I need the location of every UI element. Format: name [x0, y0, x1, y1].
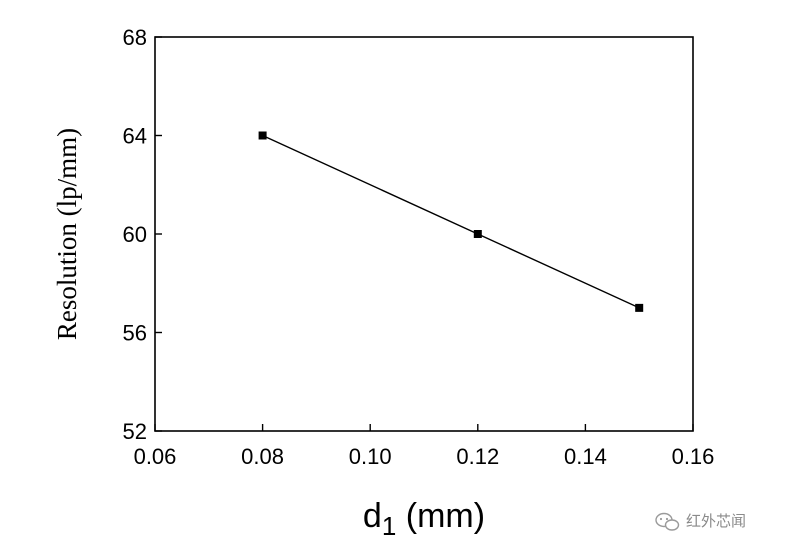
y-tick-label: 68 [123, 25, 147, 50]
watermark: 红外芯闻 [655, 512, 746, 531]
data-point [473, 230, 482, 238]
x-tick-label: 0.12 [456, 444, 499, 469]
series-line [262, 134, 640, 309]
x-axis-label: d1 (mm) [363, 497, 485, 541]
y-tick-label: 60 [123, 222, 147, 247]
y-axis-label: Resolution (lp/mm) [52, 128, 82, 340]
x-axis-label-subscript: 1 [382, 511, 396, 541]
wechat-icon [655, 512, 680, 531]
x-tick-label: 0.06 [134, 444, 177, 469]
y-tick-label: 56 [123, 321, 147, 346]
data-series [258, 131, 644, 312]
data-point [258, 131, 267, 140]
plot-frame [154, 36, 694, 432]
x-tick-label: 0.14 [564, 444, 607, 469]
x-tick-label: 0.16 [672, 444, 715, 469]
x-axis-label-main: d [363, 497, 382, 535]
data-point [635, 303, 644, 312]
x-tick-label: 0.10 [349, 444, 392, 469]
x-tick-label: 0.08 [241, 444, 284, 469]
watermark-text: 红外芯闻 [686, 512, 746, 530]
x-axis-label-unit: (mm) [396, 497, 485, 535]
y-tick-label: 64 [123, 124, 147, 149]
axis-ticks: 0.06 0.08 0.10 0.12 0.14 0.16 52 56 60 64 68 [123, 25, 715, 469]
y-tick-label: 52 [123, 419, 147, 444]
